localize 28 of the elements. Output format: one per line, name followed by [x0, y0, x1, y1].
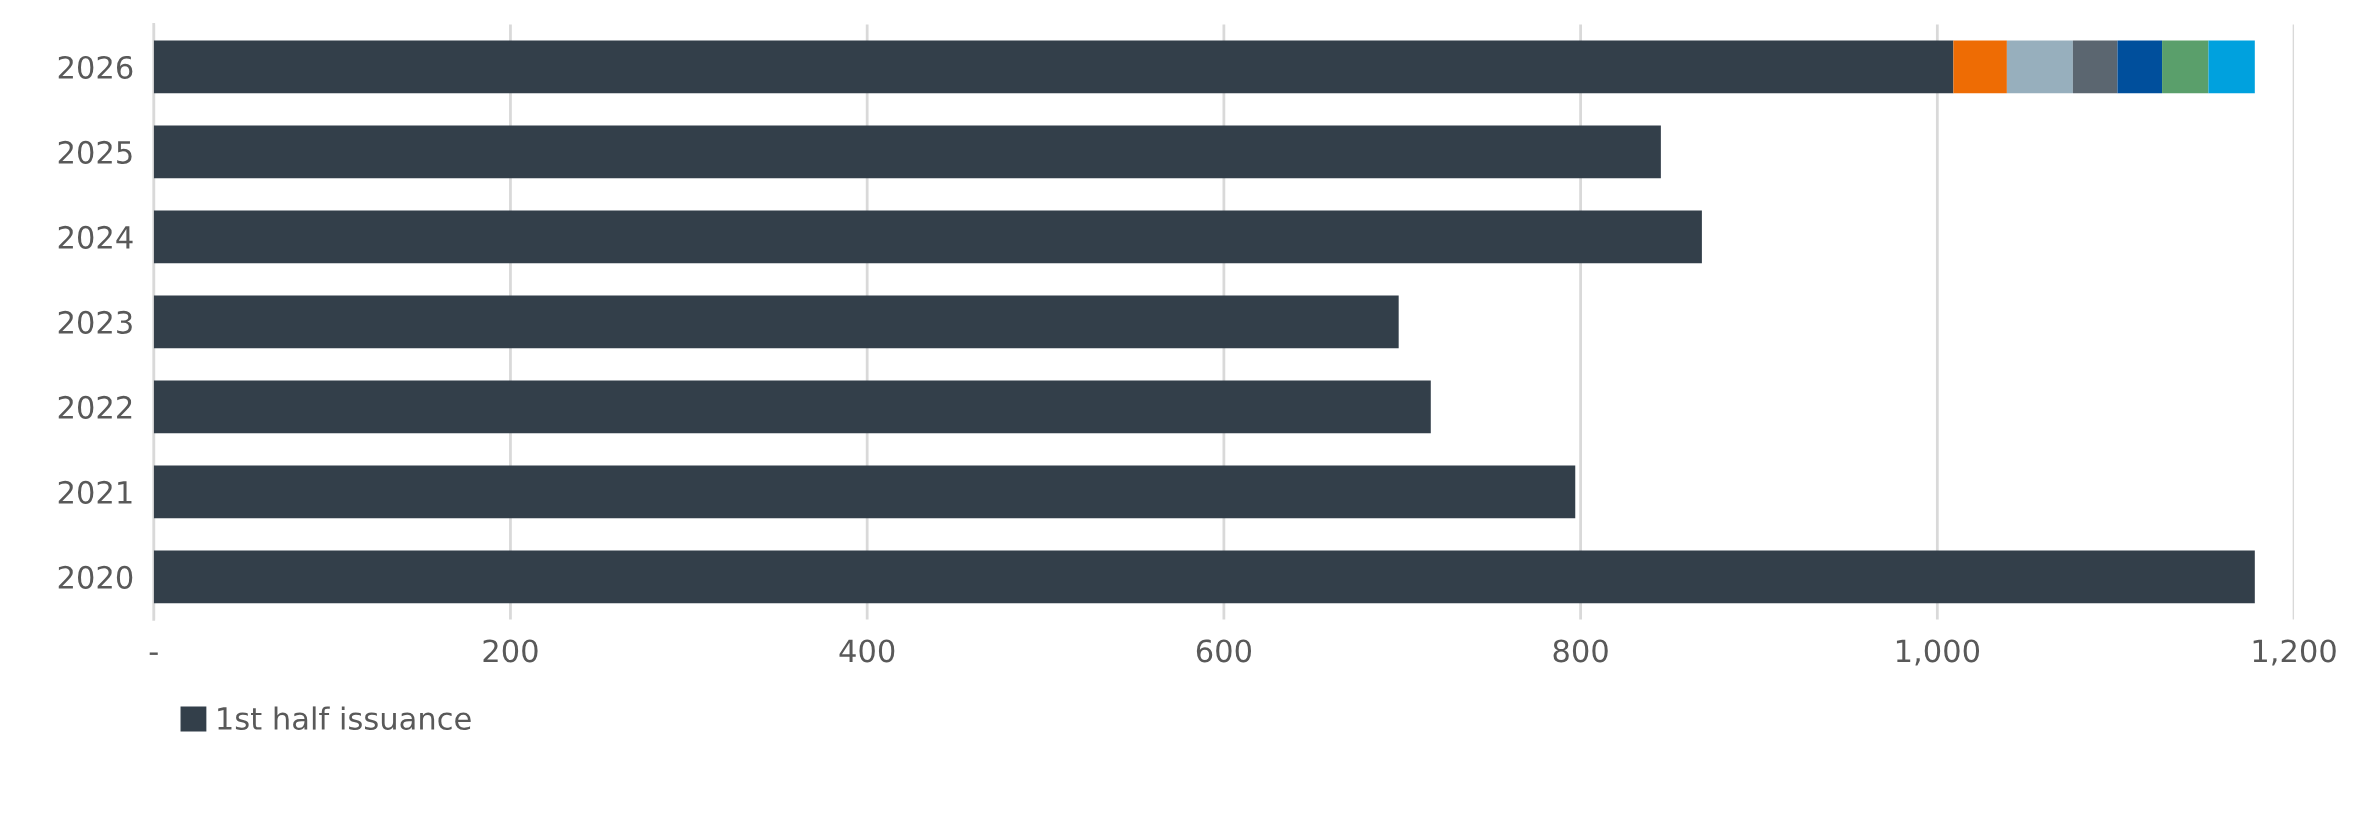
- x-tick-label: 200: [483, 639, 538, 663]
- x-tick-label: 1,000: [1896, 639, 1980, 666]
- bar: [1953, 40, 2007, 94]
- y-tick-label: 2024: [58, 225, 133, 249]
- y-tick-label: 2025: [58, 140, 132, 164]
- bar: [2208, 40, 2255, 94]
- bar: [153, 295, 1399, 349]
- bar: [2117, 40, 2163, 94]
- y-tick-label: 2026: [58, 55, 133, 79]
- x-tick-label: 400: [839, 639, 895, 663]
- bar: [153, 465, 1576, 519]
- bar: [2162, 40, 2209, 94]
- x-tick-label: 1,200: [2253, 639, 2336, 666]
- x-tick-label: 800: [1553, 639, 1608, 663]
- bar: [153, 40, 1954, 94]
- bar: [153, 125, 1661, 179]
- bar: [2072, 40, 2118, 94]
- y-tick-label: 2020: [58, 565, 133, 589]
- x-tick-label: -: [149, 652, 158, 655]
- bar: [153, 380, 1431, 434]
- y-tick-label: 2021: [58, 480, 132, 504]
- x-tick-label: 600: [1196, 639, 1252, 663]
- legend-label: 1st half issuance: [218, 706, 471, 731]
- y-tick-label: 2023: [58, 310, 132, 334]
- bar: [153, 550, 2255, 604]
- bar: [2006, 40, 2073, 94]
- y-tick-label: 2022: [58, 395, 132, 419]
- bar: [153, 210, 1702, 264]
